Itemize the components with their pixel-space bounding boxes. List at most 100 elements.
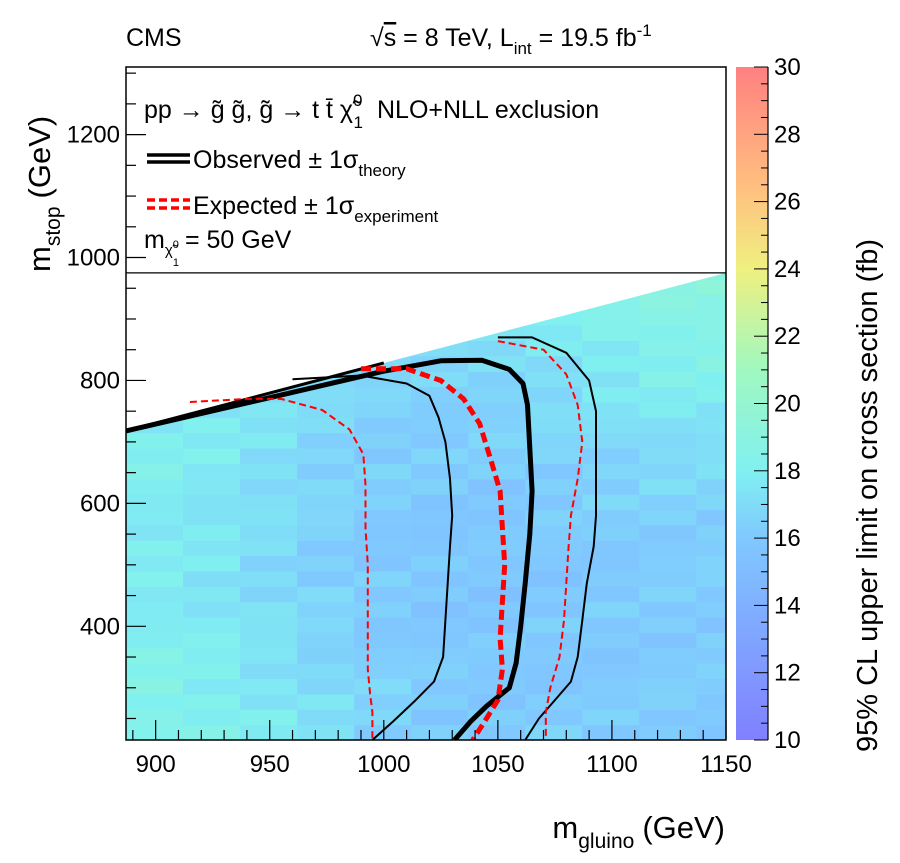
heatmap-cell (696, 693, 726, 710)
heatmap-cell (525, 709, 583, 726)
heatmap-cell (696, 417, 726, 434)
heatmap-cell (354, 601, 412, 618)
color-scale-ticks: 10 12 14 16 18 20 22 24 26 28 30 (754, 54, 801, 754)
heatmap-cell (411, 494, 469, 511)
heatmap-cell (639, 540, 697, 557)
heatmap-cell (297, 540, 355, 557)
heatmap-cell (183, 601, 241, 618)
heatmap-cell (126, 678, 184, 695)
heatmap-cell (525, 540, 583, 557)
heatmap-cell (354, 417, 412, 434)
heatmap-cell (525, 340, 583, 357)
heatmap-cell (240, 540, 298, 557)
z-tick-label: 28 (774, 121, 801, 148)
heatmap-cell (525, 586, 583, 603)
heatmap-cell (354, 509, 412, 526)
heatmap-cell (240, 570, 298, 587)
heatmap-cell (354, 478, 412, 495)
heatmap-cell (126, 601, 184, 618)
heatmap-cell (639, 586, 697, 603)
heatmap-cell (183, 663, 241, 680)
heatmap-cell (183, 417, 241, 434)
x-tick-label: 1050 (471, 751, 524, 778)
heatmap-cell (696, 494, 726, 511)
heatmap-cell (297, 417, 355, 434)
heatmap-cell (126, 663, 184, 680)
heatmap-cell (468, 340, 526, 357)
heatmap-cell (354, 570, 412, 587)
heatmap-cell (240, 494, 298, 511)
heatmap-cell (354, 709, 412, 726)
contour-expected-1-experiment (189, 397, 374, 740)
heatmap-cell (354, 494, 412, 511)
heatmap-cell (696, 570, 726, 587)
heatmap-cell (297, 647, 355, 664)
heatmap-cell (468, 570, 526, 587)
heatmap-cell (525, 555, 583, 572)
heatmap-cell (582, 478, 640, 495)
heatmap-cell (297, 617, 355, 633)
heatmap-cell (411, 617, 469, 633)
heatmap-cell (297, 555, 355, 572)
heatmap-cell (468, 401, 526, 418)
energy-sqrt: s (384, 24, 397, 52)
y-axis-title-sub: stop (42, 206, 65, 246)
heatmap-cell (468, 647, 526, 664)
heatmap-cell (525, 632, 583, 649)
heatmap-cell (582, 709, 640, 726)
heatmap-cell (240, 524, 298, 541)
heatmap-cell (183, 647, 241, 664)
heatmap-cell (183, 540, 241, 557)
heatmap-cell (411, 463, 469, 480)
heatmap-cell (696, 509, 726, 526)
heatmap-cell (582, 570, 640, 587)
heatmap-cell (183, 693, 241, 710)
heatmap-cell (696, 371, 726, 388)
heatmap-cell (696, 601, 726, 618)
x-tick-label: 950 (250, 751, 290, 778)
heatmap-cell (468, 555, 526, 572)
exclusion-contours (126, 336, 597, 740)
heatmap-cell (297, 632, 355, 649)
heatmap-cell (126, 617, 184, 633)
heatmap-cell (582, 448, 640, 464)
y-tick-label: 600 (80, 490, 120, 517)
y-tick-label: 1000 (67, 245, 120, 272)
heatmap-cell (240, 586, 298, 603)
heatmap-cell (468, 417, 526, 434)
heatmap-cell (183, 448, 241, 464)
heatmap-cell (297, 724, 355, 740)
heatmap-cell (639, 663, 697, 680)
sqrt-sign: √ (370, 24, 384, 52)
heatmap-cell (354, 724, 412, 740)
heatmap-cell (240, 417, 298, 434)
heatmap-cell (468, 509, 526, 526)
heatmap-cell (696, 279, 726, 295)
heatmap-cell (639, 555, 697, 572)
heatmap-cell (126, 586, 184, 603)
heatmap-cell (639, 693, 697, 710)
heatmap-cell (126, 432, 184, 449)
heatmap-cell (525, 494, 583, 511)
z-tick-label: 30 (774, 54, 801, 81)
heatmap-cell (411, 570, 469, 587)
heatmap-cell (525, 371, 583, 388)
experiment-label: CMS (126, 24, 182, 52)
x-tick-label: 900 (136, 751, 176, 778)
heatmap-cell (183, 709, 241, 726)
heatmap-cell (240, 463, 298, 480)
legend-process-prefix: pp → g̃ g̃, g̃ → t t̄ χ̃ (144, 96, 362, 124)
heatmap-cell (696, 678, 726, 695)
x-axis-title-unit: (GeV) (642, 810, 725, 845)
heatmap-cell (240, 432, 298, 449)
heatmap-cell (525, 463, 583, 480)
heatmap-cell (240, 678, 298, 695)
heatmap-cell (696, 340, 726, 357)
heatmap-cell (582, 386, 640, 403)
contour-observed-1-theory (497, 336, 597, 740)
heatmap-cell (639, 494, 697, 511)
heatmap-cell (696, 647, 726, 664)
legend-mass: mχ̃0 1= 50 GeV (144, 226, 292, 269)
z-tick-label: 16 (774, 525, 801, 552)
heatmap-cell (639, 294, 697, 311)
